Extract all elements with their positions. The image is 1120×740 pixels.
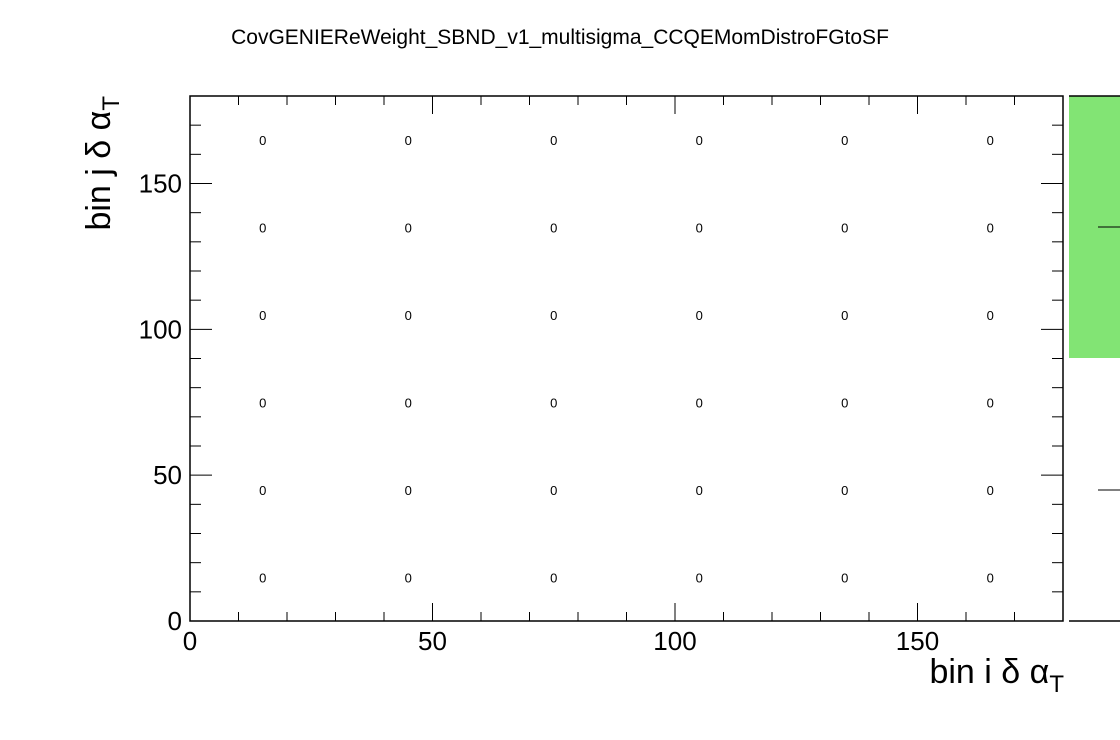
cell-label: 0: [550, 570, 557, 585]
cell-label: 0: [259, 133, 266, 148]
plot-frame: [189, 95, 1064, 622]
x-tick-label: 150: [896, 626, 939, 656]
cell-label: 0: [405, 395, 412, 410]
y-tick-label: 150: [139, 169, 182, 199]
cell-label: 0: [405, 483, 412, 498]
cell-label: 0: [696, 483, 703, 498]
y-axis: 0 50 100 150: [139, 95, 1063, 636]
y-tick-label: 50: [153, 460, 182, 490]
chart-title: CovGENIEReWeight_SBND_v1_multisigma_CCQE…: [231, 26, 889, 49]
cell-label: 0: [841, 308, 848, 323]
cell-label: 0: [259, 220, 266, 235]
cell-label: 0: [550, 220, 557, 235]
color-palette: [1069, 95, 1120, 622]
cell-label: 0: [987, 308, 994, 323]
cell-label: 0: [696, 308, 703, 323]
cell-label: 0: [841, 570, 848, 585]
cell-label: 0: [987, 220, 994, 235]
x-tick-label: 50: [418, 626, 447, 656]
plot-frame-rect: [189, 95, 1064, 622]
cell-label: 0: [550, 395, 557, 410]
cell-label: 0: [259, 570, 266, 585]
cell-label: 0: [841, 483, 848, 498]
cell-label: 0: [550, 133, 557, 148]
cell-label: 0: [405, 308, 412, 323]
cell-label: 0: [550, 483, 557, 498]
cell-label: 0: [841, 220, 848, 235]
cell-label: 0: [405, 133, 412, 148]
y-tick-label: 100: [139, 314, 182, 344]
x-axis: 0 50 100 150: [183, 96, 1064, 656]
x-tick-label: 100: [653, 626, 696, 656]
cell-label: 0: [987, 395, 994, 410]
cell-label: 0: [550, 308, 557, 323]
cell-label: 0: [405, 570, 412, 585]
cell-label: 0: [696, 220, 703, 235]
cell-label: 0: [259, 308, 266, 323]
cell-label: 0: [696, 395, 703, 410]
y-tick-label: 0: [168, 606, 182, 636]
y-axis-label: bin j δ αT: [80, 96, 125, 231]
cell-label: 0: [841, 133, 848, 148]
cell-label: 0: [987, 133, 994, 148]
cell-label: 0: [987, 483, 994, 498]
cell-label: 0: [405, 220, 412, 235]
cell-label: 0: [259, 395, 266, 410]
cell-labels: 0 0 0 0 0 0 0 0 0 0 0 0 0 0 0 0 0 0 0 0 0 0 0 0 0 0 0 0 0 0 0 0 0 0 0 0: [259, 133, 994, 586]
cell-label: 0: [987, 570, 994, 585]
cell-label: 0: [696, 570, 703, 585]
cell-label: 0: [841, 395, 848, 410]
x-tick-label: 0: [183, 626, 197, 656]
cell-label: 0: [259, 483, 266, 498]
x-axis-label: bin i δ αT: [929, 653, 1064, 698]
cell-label: 0: [696, 133, 703, 148]
